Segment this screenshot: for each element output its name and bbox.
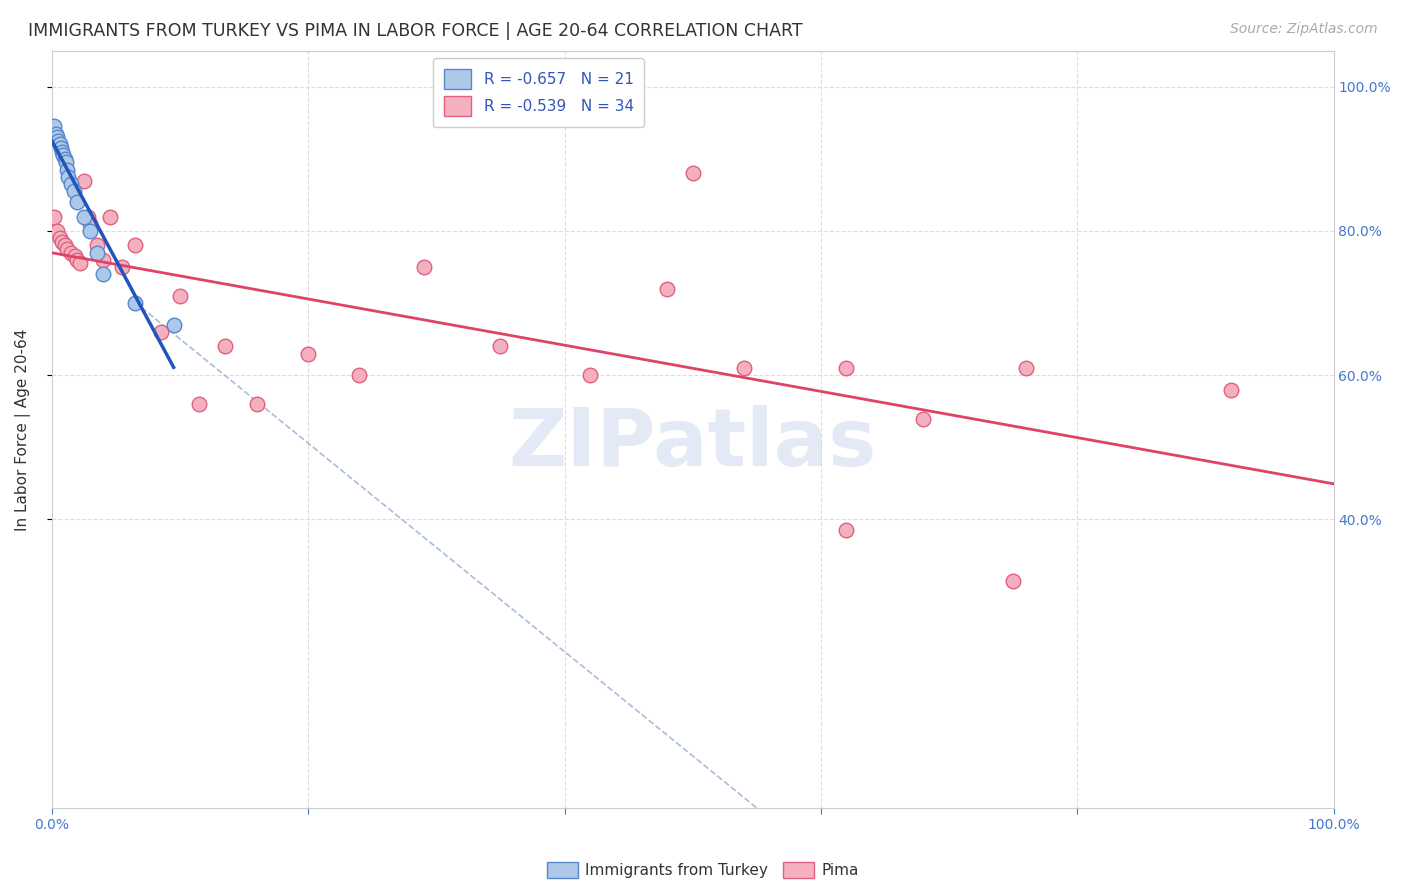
Point xyxy=(44,210,66,224)
Point xyxy=(48,137,70,152)
Point xyxy=(349,368,371,383)
Y-axis label: In Labor Force | Age 20-64: In Labor Force | Age 20-64 xyxy=(15,328,31,531)
Point xyxy=(912,411,935,425)
Point xyxy=(149,325,172,339)
Legend: Immigrants from Turkey, Pima: Immigrants from Turkey, Pima xyxy=(541,856,865,884)
Point xyxy=(579,368,602,383)
Point xyxy=(60,177,83,191)
Text: ZIPatlas: ZIPatlas xyxy=(509,406,877,483)
Point xyxy=(45,127,67,141)
Point xyxy=(124,238,146,252)
Point xyxy=(63,249,86,263)
Point xyxy=(682,166,704,180)
Point xyxy=(66,195,89,210)
Point xyxy=(91,252,114,267)
Point xyxy=(49,141,72,155)
Point xyxy=(44,120,66,134)
Point xyxy=(62,184,84,198)
Point xyxy=(297,346,319,360)
Point xyxy=(124,296,146,310)
Point xyxy=(188,397,211,411)
Point xyxy=(46,130,69,145)
Point xyxy=(46,134,69,148)
Point xyxy=(169,289,191,303)
Point xyxy=(733,361,755,376)
Point xyxy=(53,238,76,252)
Point xyxy=(73,173,96,187)
Point xyxy=(1015,361,1038,376)
Point xyxy=(48,231,70,245)
Point xyxy=(86,245,108,260)
Legend: R = -0.657   N = 21, R = -0.539   N = 34: R = -0.657 N = 21, R = -0.539 N = 34 xyxy=(433,58,644,127)
Point xyxy=(246,397,269,411)
Point xyxy=(111,260,134,274)
Point xyxy=(51,235,73,249)
Point xyxy=(79,217,101,231)
Point xyxy=(46,224,69,238)
Point xyxy=(214,339,236,353)
Point xyxy=(73,210,96,224)
Point xyxy=(51,145,73,159)
Point xyxy=(60,245,83,260)
Point xyxy=(835,524,858,538)
Point xyxy=(69,256,91,270)
Point xyxy=(91,267,114,281)
Point xyxy=(412,260,434,274)
Point xyxy=(86,238,108,252)
Point xyxy=(1220,383,1243,397)
Point xyxy=(835,361,858,376)
Point xyxy=(489,339,512,353)
Point xyxy=(66,252,89,267)
Text: Source: ZipAtlas.com: Source: ZipAtlas.com xyxy=(1230,22,1378,37)
Point xyxy=(98,210,121,224)
Point xyxy=(76,210,98,224)
Point xyxy=(56,242,79,256)
Point xyxy=(162,318,184,332)
Point xyxy=(79,224,101,238)
Point xyxy=(56,162,79,177)
Point xyxy=(1002,574,1025,588)
Text: IMMIGRANTS FROM TURKEY VS PIMA IN LABOR FORCE | AGE 20-64 CORRELATION CHART: IMMIGRANTS FROM TURKEY VS PIMA IN LABOR … xyxy=(28,22,803,40)
Point xyxy=(655,282,678,296)
Point xyxy=(53,152,76,166)
Point xyxy=(55,155,77,169)
Point xyxy=(52,148,75,162)
Point xyxy=(58,169,80,184)
